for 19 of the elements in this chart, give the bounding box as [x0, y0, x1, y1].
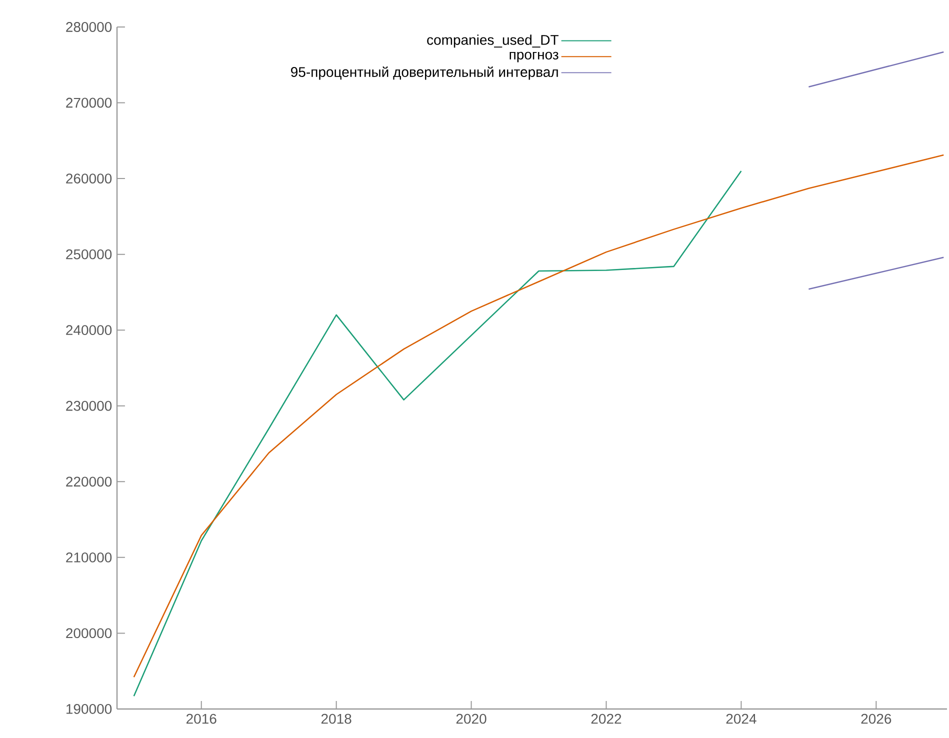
- y-tick-label: 200000: [66, 628, 112, 638]
- y-tick-label: 220000: [66, 476, 112, 487]
- legend-label: 95-процентный доверительный интервал: [291, 66, 558, 80]
- y-tick-label: 210000: [66, 552, 112, 562]
- y-tick-label: 190000: [66, 704, 112, 714]
- x-tick-label: 2022: [591, 714, 622, 724]
- x-tick-label: 2020: [456, 714, 486, 724]
- y-tick-label: 230000: [66, 400, 112, 411]
- y-tick-label: 240000: [66, 325, 112, 336]
- legend-label: прогноз: [510, 52, 558, 62]
- x-tick-label: 2018: [321, 714, 352, 724]
- y-tick-label: 250000: [66, 249, 112, 260]
- x-tick-label: 2026: [861, 714, 892, 724]
- x-tick-label: 2016: [186, 714, 216, 724]
- x-tick-label: 2024: [726, 714, 756, 724]
- legend-label: companies_used_DT: [427, 34, 558, 48]
- y-tick-label: 270000: [66, 98, 112, 108]
- y-tick-label: 280000: [66, 22, 112, 32]
- y-tick-label: 260000: [66, 174, 112, 184]
